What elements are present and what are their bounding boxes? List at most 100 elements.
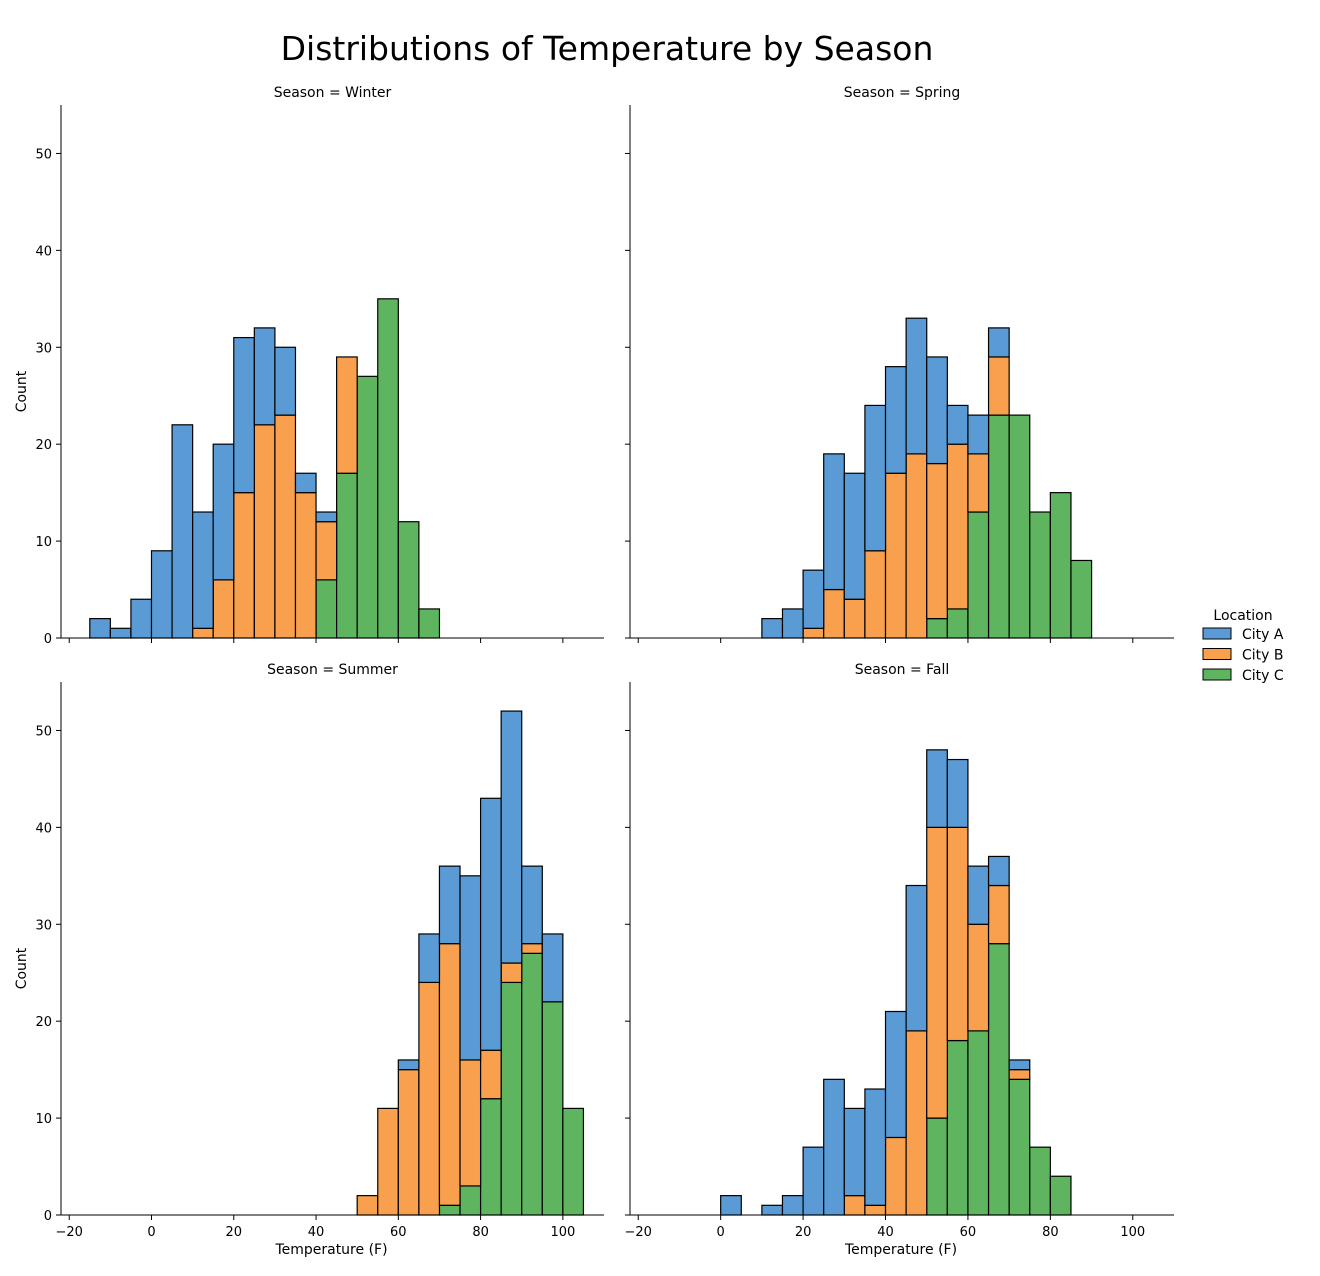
bar xyxy=(171,424,194,639)
bar xyxy=(926,356,948,465)
bar xyxy=(720,1195,742,1216)
bar xyxy=(864,1088,887,1206)
bar xyxy=(418,608,441,639)
bar xyxy=(1008,1078,1031,1216)
facet-panel-3: Season = Summer 0 10 20 30 40 50 −20 0 20 40 60 80 10… xyxy=(14,662,604,1258)
bar xyxy=(802,627,825,639)
bar xyxy=(274,346,297,416)
bar xyxy=(294,492,317,639)
bar xyxy=(500,981,523,1216)
legend-swatch xyxy=(1202,627,1232,640)
bar xyxy=(541,933,564,1003)
bar xyxy=(150,550,173,639)
x-axis-label: Temperature (F) xyxy=(844,1242,957,1258)
bar xyxy=(233,336,255,494)
bar xyxy=(562,1107,585,1216)
x-tick-label: 20 xyxy=(225,1225,242,1240)
bar xyxy=(459,1185,482,1216)
bar xyxy=(397,521,420,639)
facet-panel-4: Season = Fall −20 0 20 40 60 80 100 Temperature … xyxy=(625,662,1174,1258)
bar xyxy=(843,1107,866,1197)
bar xyxy=(459,875,482,1061)
bar xyxy=(377,1107,399,1216)
bar xyxy=(356,375,379,639)
x-tick-label: 60 xyxy=(390,1225,407,1240)
y-tick-label: 30 xyxy=(35,918,52,933)
y-tick-label: 40 xyxy=(35,244,52,259)
facet-title: Season = Winter xyxy=(274,85,392,101)
y-tick-label: 0 xyxy=(44,632,52,647)
bar xyxy=(1008,1059,1031,1071)
bar xyxy=(946,608,969,639)
bar xyxy=(438,865,461,945)
bar xyxy=(418,981,441,1216)
bar xyxy=(864,1204,887,1216)
bar xyxy=(884,366,907,474)
bar xyxy=(926,1117,948,1216)
bar xyxy=(843,472,866,600)
legend-swatch xyxy=(1202,668,1232,681)
bar xyxy=(336,356,358,474)
bar xyxy=(843,1195,866,1216)
facet-title: Season = Summer xyxy=(267,662,398,678)
bar xyxy=(233,492,255,639)
bar xyxy=(1029,1146,1051,1216)
bar xyxy=(89,618,111,639)
bar xyxy=(500,962,523,984)
chart-title: Distributions of Temperature by Season xyxy=(281,29,934,68)
bar xyxy=(541,1001,564,1216)
bar xyxy=(905,884,928,1032)
bar xyxy=(926,462,948,620)
bar xyxy=(987,327,1010,358)
y-tick-label: 10 xyxy=(35,1112,52,1127)
bar xyxy=(1049,1175,1072,1216)
x-tick-label: −20 xyxy=(56,1225,83,1240)
bar xyxy=(521,943,543,954)
legend-label: City C xyxy=(1242,668,1284,684)
bar xyxy=(130,598,153,639)
bar xyxy=(418,933,441,984)
x-tick-label: 40 xyxy=(877,1225,894,1240)
x-tick-label: 40 xyxy=(308,1225,325,1240)
facet-panel-1: Season = Winter 0 10 20 30 40 50 Count xyxy=(14,85,604,647)
bar xyxy=(926,826,948,1119)
bar xyxy=(967,414,990,455)
bar xyxy=(802,1146,825,1216)
x-tick-label: 20 xyxy=(795,1225,812,1240)
bar xyxy=(823,1078,845,1216)
x-tick-label: −20 xyxy=(625,1225,652,1240)
bar xyxy=(781,1195,804,1216)
bar xyxy=(823,588,845,639)
bar xyxy=(521,865,543,945)
x-tick-label: 100 xyxy=(550,1225,575,1240)
bar xyxy=(315,579,338,639)
bar xyxy=(521,952,543,1216)
y-tick-label: 20 xyxy=(35,438,52,453)
bar xyxy=(926,618,948,639)
x-tick-label: 60 xyxy=(960,1225,977,1240)
series-city-c xyxy=(438,952,585,1216)
bar xyxy=(967,453,990,513)
bar xyxy=(987,855,1010,887)
bar xyxy=(802,569,825,629)
bar xyxy=(967,865,990,925)
bar xyxy=(192,627,214,639)
bar xyxy=(987,943,1010,1216)
series-city-a xyxy=(720,749,1031,1216)
series-city-a xyxy=(397,710,564,1071)
bar xyxy=(967,1030,990,1216)
bar xyxy=(438,943,461,1206)
y-tick-label: 0 xyxy=(44,1209,52,1224)
bar xyxy=(761,1204,784,1216)
series-city-c xyxy=(926,943,1072,1216)
legend-label: City B xyxy=(1242,648,1284,664)
x-tick-label: 0 xyxy=(717,1225,725,1240)
legend-title: Location xyxy=(1213,608,1272,624)
bar xyxy=(459,1059,482,1187)
x-tick-label: 100 xyxy=(1120,1225,1145,1240)
bar xyxy=(1070,559,1093,639)
bar xyxy=(212,443,235,581)
bar xyxy=(109,627,132,639)
